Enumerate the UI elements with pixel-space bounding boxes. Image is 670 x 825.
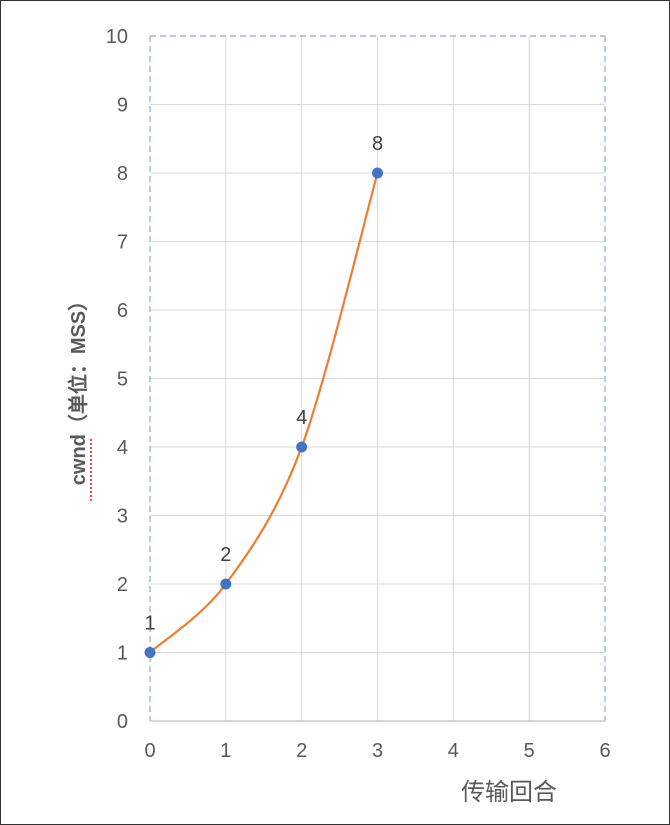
x-axis-title: 传输回合: [461, 778, 557, 806]
data-labels: 1 2 4 8: [144, 133, 383, 635]
data-point-3: [372, 167, 383, 179]
y-tick-label-2: 2: [117, 574, 128, 596]
y-axis-title: cwnd（单位：MSS）: [66, 291, 90, 485]
y-tick-label-6: 6: [117, 300, 128, 322]
data-series: [144, 167, 383, 658]
x-tick-label-6: 6: [599, 740, 610, 762]
y-tick-label-5: 5: [117, 369, 128, 391]
x-tick-label-1: 1: [220, 740, 231, 762]
data-label-0: 1: [144, 613, 155, 635]
y-tick-label-0: 0: [117, 711, 128, 733]
y-tick-label-8: 8: [117, 163, 128, 185]
y-tick-label-10: 10: [106, 26, 128, 48]
data-point-2: [296, 441, 308, 453]
data-point-0: [144, 647, 156, 658]
y-tick-label-3: 3: [117, 506, 128, 528]
y-tick-label-9: 9: [117, 95, 128, 117]
data-label-3: 8: [372, 133, 383, 155]
data-label-2: 4: [296, 407, 307, 429]
x-tick-label-4: 4: [448, 740, 459, 762]
x-tick-label-5: 5: [524, 740, 535, 762]
gridlines: [150, 36, 605, 721]
y-tick-label-1: 1: [117, 643, 128, 665]
series-line-0: [149, 172, 379, 654]
data-label-1: 2: [220, 544, 231, 566]
y-tick-label-4: 4: [117, 437, 128, 459]
x-tick-label-3: 3: [372, 740, 383, 762]
axis-titles: cwnd（单位：MSS） 传输回合: [66, 291, 557, 806]
x-tick-label-2: 2: [296, 740, 307, 762]
data-point-1: [220, 578, 232, 590]
x-tick-label-0: 0: [144, 740, 155, 762]
y-tick-label-7: 7: [117, 232, 128, 254]
